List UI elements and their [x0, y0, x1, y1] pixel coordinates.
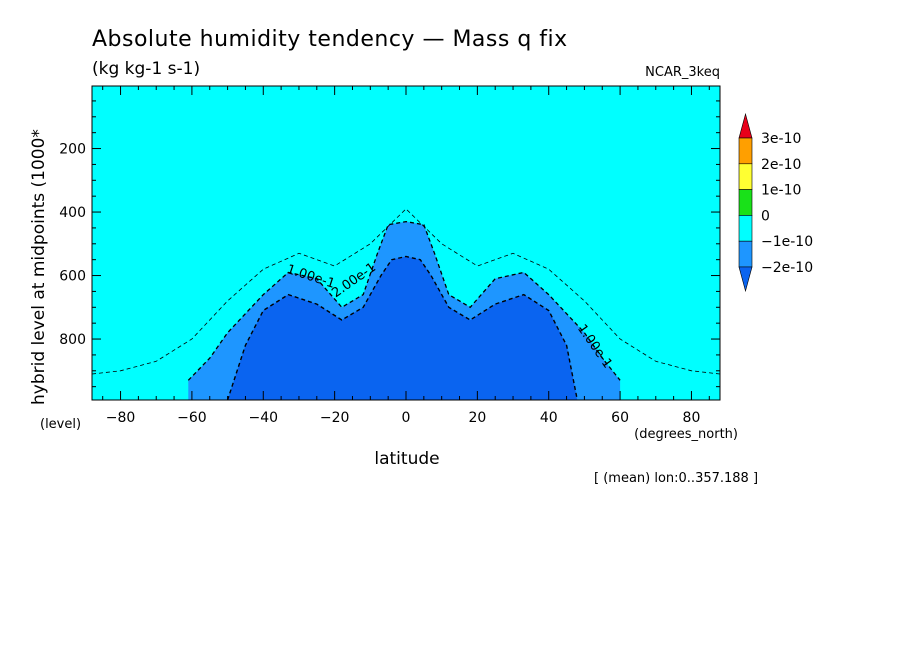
y-tick-label: 400: [59, 205, 86, 221]
chart-title: Absolute humidity tendency — Mass q fix: [92, 27, 568, 52]
x-tick-label: −80: [106, 410, 136, 426]
y-axis-label: hybrid level at midpoints (1000*: [29, 129, 49, 405]
contour-line-1: [91, 208, 721, 375]
colorbar-cell: [738, 266, 753, 293]
contour-line-3: [226, 255, 578, 401]
x-tick-label: 60: [611, 410, 629, 426]
y-axis-units: (level): [40, 417, 81, 432]
colorbar-cell: [738, 163, 753, 190]
x-tick-label: 0: [402, 410, 411, 426]
colorbar-label: 0: [761, 208, 770, 224]
colorbar-cell: [738, 189, 753, 216]
x-tick-label: 20: [468, 410, 486, 426]
colorbar-label: −1e-10: [761, 234, 813, 250]
colorbar-label: −2e-10: [761, 260, 813, 276]
colorbar-label: 2e-10: [761, 157, 801, 173]
colorbar-label: 3e-10: [761, 131, 801, 147]
footer-note: [ (mean) lon:0..357.188 ]: [594, 471, 758, 486]
y-tick-label: 200: [59, 142, 86, 158]
colorbar-cell: [738, 112, 753, 139]
contour-line-2: [187, 220, 621, 381]
colorbar-label: 1e-10: [761, 183, 801, 199]
x-axis-label: latitude: [374, 449, 439, 469]
x-tick-label: −60: [177, 410, 207, 426]
x-tick-label: 40: [540, 410, 558, 426]
chart-units: (kg kg-1 s-1): [92, 59, 200, 79]
colorbar-cell: [738, 215, 753, 242]
x-tick-label: −20: [320, 410, 350, 426]
colorbar-cell: [738, 137, 753, 165]
y-tick-label: 800: [59, 332, 86, 348]
dataset-label: NCAR_3keq: [645, 65, 720, 80]
colorbar-cell: [738, 240, 753, 268]
x-tick-label: −40: [248, 410, 278, 426]
x-tick-label: 80: [683, 410, 701, 426]
contour-fill-level-2: [227, 256, 578, 400]
x-axis-units: (degrees_north): [634, 427, 738, 442]
y-tick-label: 600: [59, 269, 86, 285]
